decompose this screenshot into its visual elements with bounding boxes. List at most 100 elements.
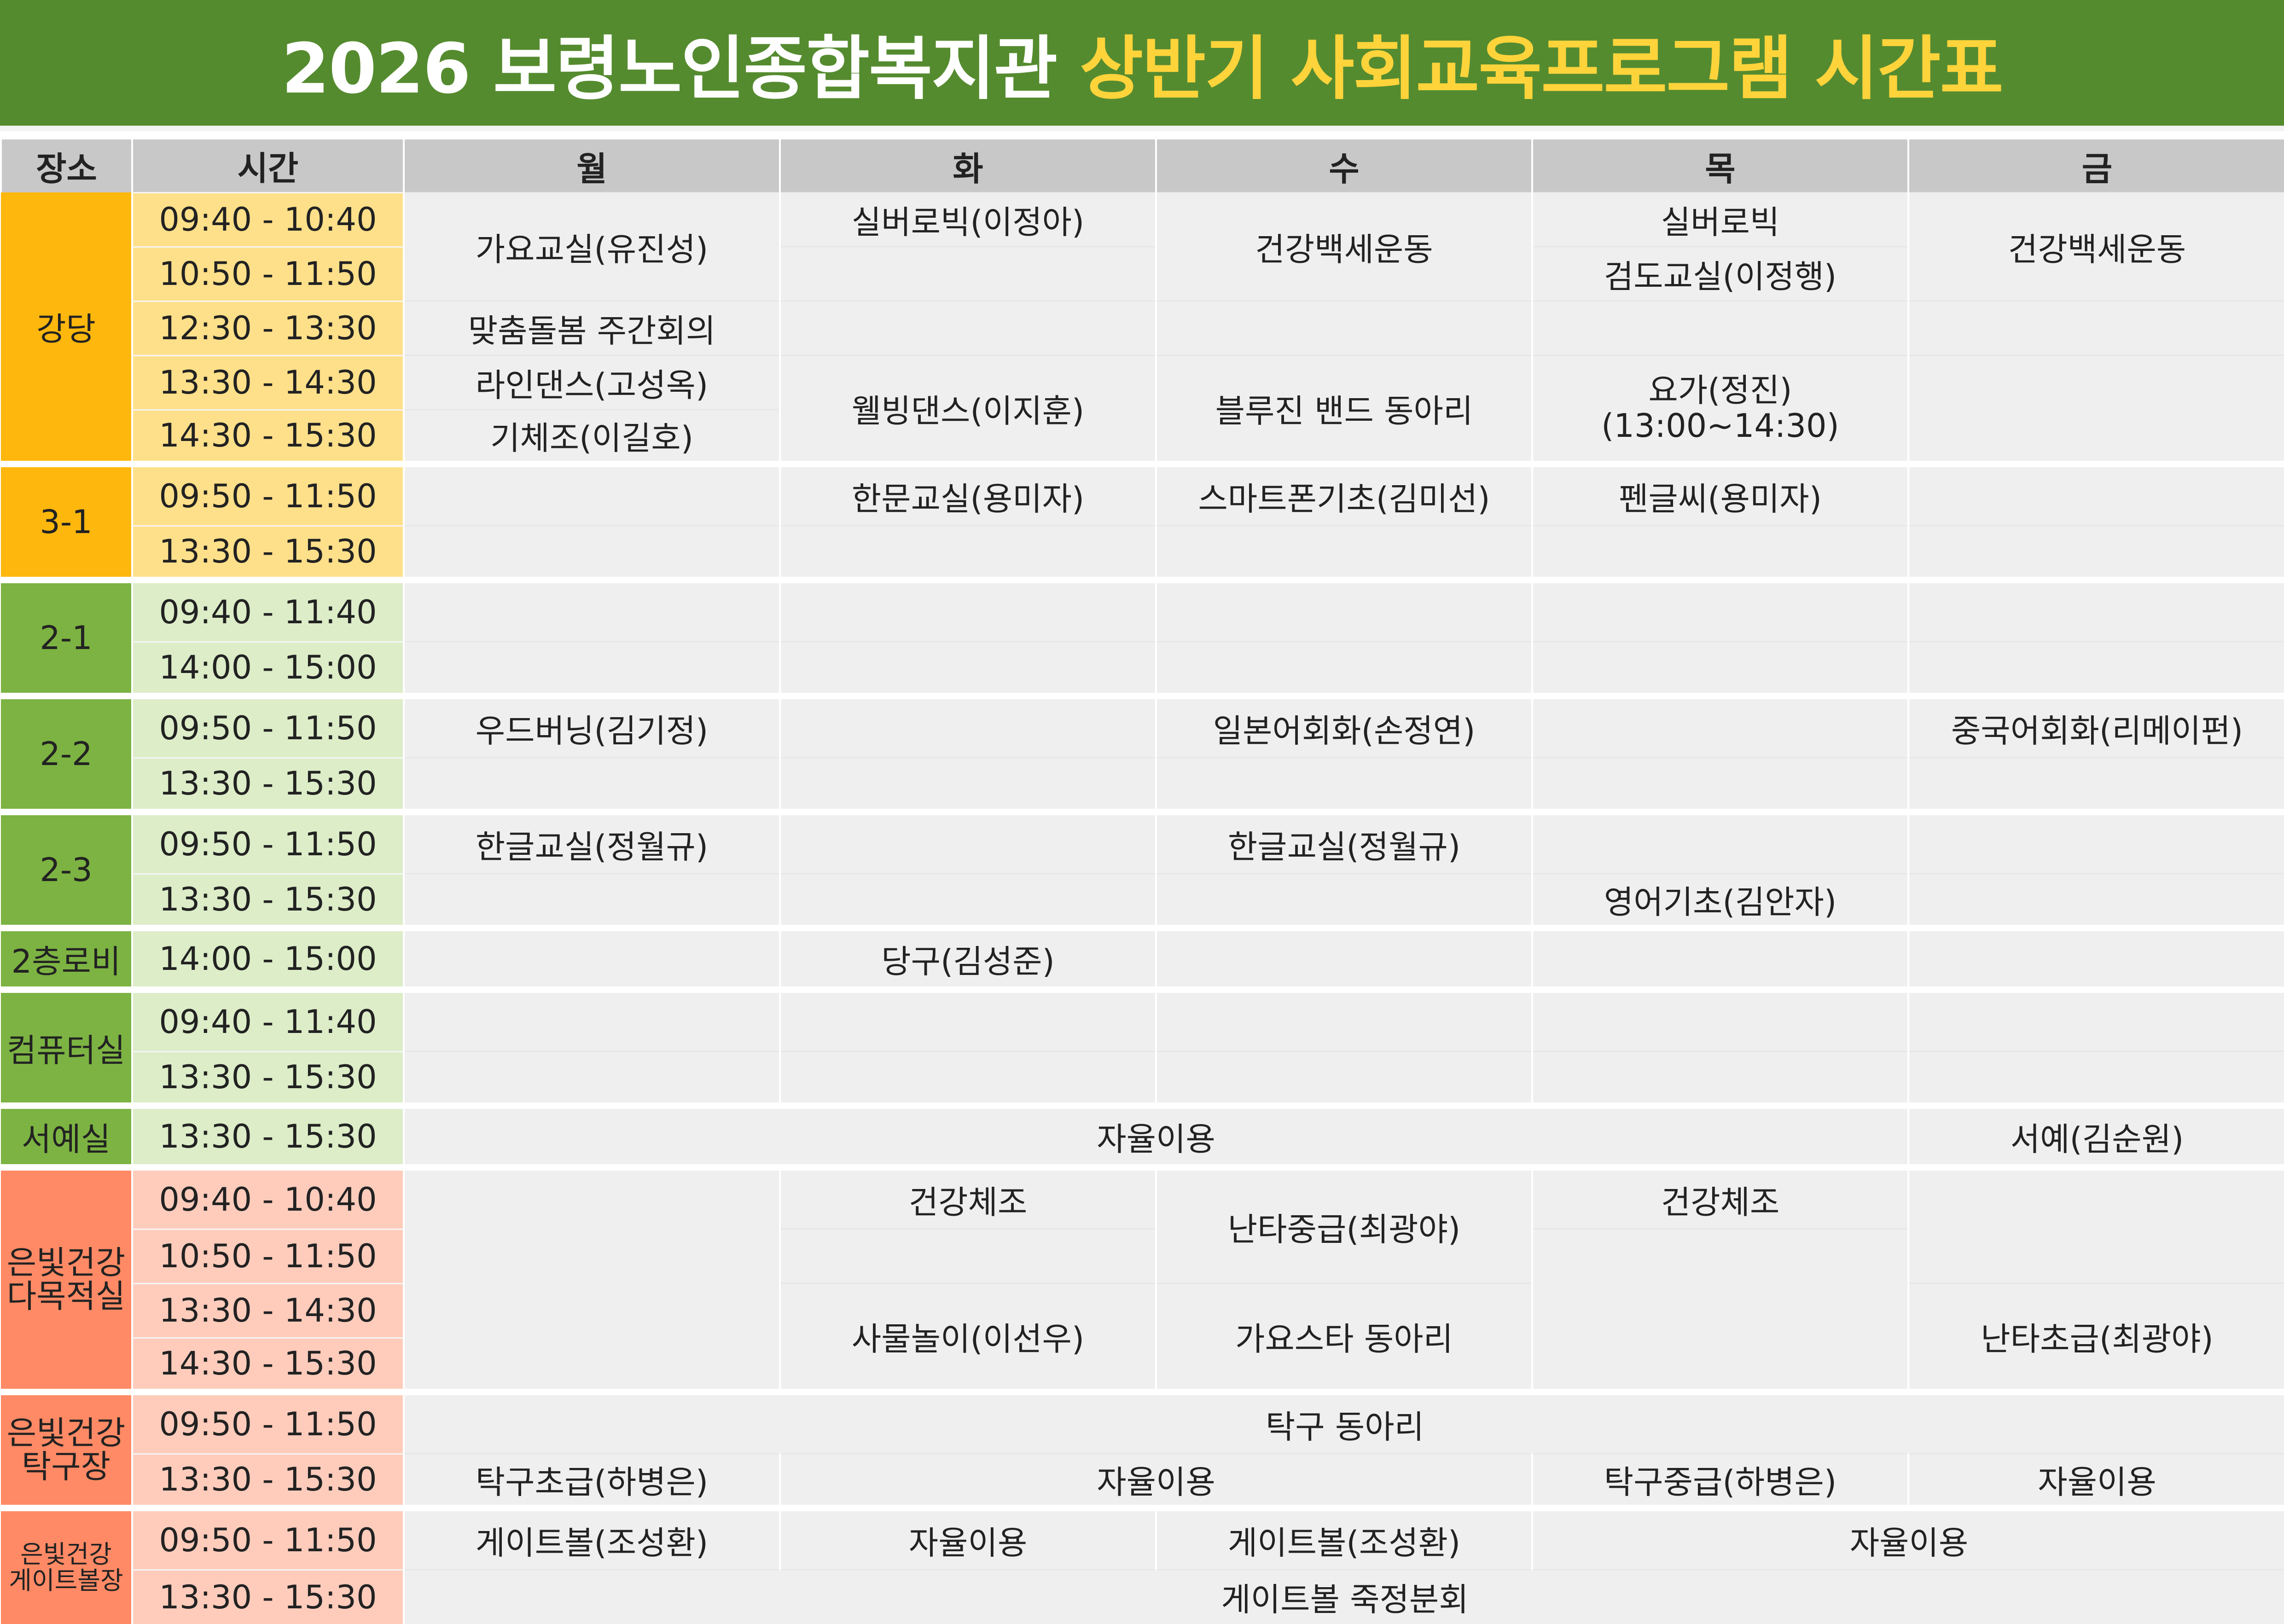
class-cell: 한글교실(정월규) <box>1155 809 1532 874</box>
time-slot: 13:30 - 15:30 <box>131 1453 404 1508</box>
empty-cell <box>403 641 780 696</box>
header-time: 시간 <box>131 139 404 192</box>
empty-cell <box>1907 809 2284 874</box>
empty-cell <box>1155 577 1532 642</box>
header-day-fri: 금 <box>1907 139 2284 192</box>
class-name: 요가(정진) <box>1648 371 1792 409</box>
empty-cell <box>403 873 780 928</box>
time-slot: 13:30 - 15:30 <box>131 1102 404 1167</box>
empty-cell <box>403 461 780 526</box>
empty-cell <box>1531 757 1908 812</box>
title-highlight: 상반기 사회교육프로그램 시간표 <box>1080 29 2003 109</box>
empty-cell <box>403 1164 780 1392</box>
empty-cell <box>1531 301 1908 355</box>
time-slot: 12:30 - 13:30 <box>131 300 404 355</box>
time-slot: 13:30 - 15:30 <box>131 757 404 812</box>
class-cell: 당구(김성준) <box>779 925 1156 990</box>
time-slot: 14:00 - 15:00 <box>131 925 404 990</box>
class-cell: 한문교실(용미자) <box>779 461 1156 526</box>
place-auditorium: 강당 <box>1 192 132 464</box>
class-cell: 사물놀이(이선우) <box>779 1283 1156 1392</box>
empty-cell <box>1531 641 1908 696</box>
empty-cell <box>1531 525 1908 580</box>
empty-cell <box>1155 986 1532 1051</box>
empty-cell <box>779 1051 1156 1106</box>
empty-cell <box>403 1051 780 1106</box>
time-slot: 13:30 - 15:30 <box>131 873 404 928</box>
class-cell: 난타중급(최광야) <box>1155 1164 1532 1283</box>
time-slot: 10:50 - 11:50 <box>131 1228 404 1283</box>
time-slot: 14:30 - 15:30 <box>131 409 404 464</box>
empty-cell <box>1907 577 2284 642</box>
timetable: 장소 시간 월 화 수 목 금 강당 09:40 - 10:40 가요교실(유진… <box>0 139 2284 1624</box>
class-cell: 요가(정진) (13:00~14:30) <box>1531 355 1908 464</box>
class-cell: 우드버닝(김기정) <box>403 693 780 758</box>
time-slot: 13:30 - 15:30 <box>131 1569 404 1624</box>
empty-cell <box>1531 925 1908 990</box>
time-slot: 13:30 - 15:30 <box>131 525 404 580</box>
class-cell: 탁구초급(하병은) <box>403 1453 780 1508</box>
class-cell: 탁구중급(하병은) <box>1531 1453 1908 1508</box>
class-cell: 자율이용 <box>779 1453 1532 1508</box>
class-cell: 게이트볼(조성환) <box>1155 1505 1532 1570</box>
class-note: (13:00~14:30) <box>1601 407 1839 445</box>
time-slot: 09:50 - 11:50 <box>131 693 404 758</box>
empty-cell <box>1155 757 1532 812</box>
class-cell: 자율이용 <box>403 1102 1908 1167</box>
class-cell: 맞춤돌봄 주간회의 <box>403 301 780 355</box>
class-cell: 한글교실(정월규) <box>403 809 780 874</box>
header-place: 장소 <box>0 139 132 192</box>
class-cell: 가요스타 동아리 <box>1155 1283 1532 1392</box>
empty-cell <box>779 986 1156 1051</box>
empty-cell <box>403 757 780 812</box>
time-slot: 10:50 - 11:50 <box>131 246 404 301</box>
empty-cell <box>403 577 780 642</box>
empty-cell <box>779 246 1156 301</box>
empty-cell <box>779 301 1156 355</box>
empty-cell <box>1907 355 2284 464</box>
empty-cell <box>779 757 1156 812</box>
class-cell: 건강체조 <box>1531 1164 1908 1229</box>
place-computer-room: 컴퓨터실 <box>1 986 132 1106</box>
place-room-2-3: 2-3 <box>1 809 132 928</box>
place-gateball-court: 은빛건강 게이트볼장 <box>1 1505 132 1624</box>
empty-cell <box>779 873 1156 928</box>
empty-cell <box>779 577 1156 642</box>
class-cell: 건강체조 <box>779 1164 1156 1229</box>
time-slot: 13:30 - 14:30 <box>131 1282 404 1338</box>
time-slot: 09:40 - 11:40 <box>131 986 404 1051</box>
class-cell: 가요교실(유진성) <box>403 192 780 301</box>
empty-cell <box>779 641 1156 696</box>
title-main: 2026 보령노인종합복지관 <box>281 29 1058 109</box>
empty-cell <box>1907 1164 2284 1283</box>
place-calligraphy-room: 서예실 <box>1 1102 132 1167</box>
class-cell: 자율이용 <box>1907 1453 2284 1508</box>
class-cell: 웰빙댄스(이지훈) <box>779 355 1156 464</box>
title-bar: 2026 보령노인종합복지관 상반기 사회교육프로그램 시간표 <box>0 0 2284 131</box>
class-cell: 자율이용 <box>1531 1505 2284 1570</box>
time-slot: 13:30 - 14:30 <box>131 354 404 410</box>
time-slot: 09:40 - 11:40 <box>131 577 404 642</box>
empty-cell <box>1531 986 1908 1051</box>
place-2f-lobby: 2층로비 <box>1 925 132 990</box>
class-cell: 게이트볼(조성환) <box>403 1505 780 1570</box>
empty-cell <box>1907 757 2284 812</box>
class-cell: 건강백세운동 <box>1907 192 2284 301</box>
header-day-mon: 월 <box>403 139 780 192</box>
place-table-tennis-room: 은빛건강 탁구장 <box>1 1389 132 1508</box>
class-cell: 실버로빅(이정아) <box>779 192 1156 247</box>
empty-cell <box>403 986 780 1051</box>
class-cell: 펜글씨(용미자) <box>1531 461 1908 526</box>
header-day-tue: 화 <box>779 139 1156 192</box>
header-day-thu: 목 <box>1531 139 1908 192</box>
empty-cell <box>1155 1051 1532 1106</box>
class-cell: 게이트볼 죽정분회 <box>403 1569 2284 1624</box>
class-cell: 자율이용 <box>779 1505 1156 1570</box>
time-slot: 09:50 - 11:50 <box>131 809 404 874</box>
time-slot: 09:50 - 11:50 <box>131 461 404 526</box>
class-cell: 검도교실(이정행) <box>1531 246 1908 301</box>
empty-cell <box>1907 301 2284 355</box>
empty-cell <box>1907 925 2284 990</box>
time-slot: 14:00 - 15:00 <box>131 641 404 696</box>
empty-cell <box>779 525 1156 580</box>
